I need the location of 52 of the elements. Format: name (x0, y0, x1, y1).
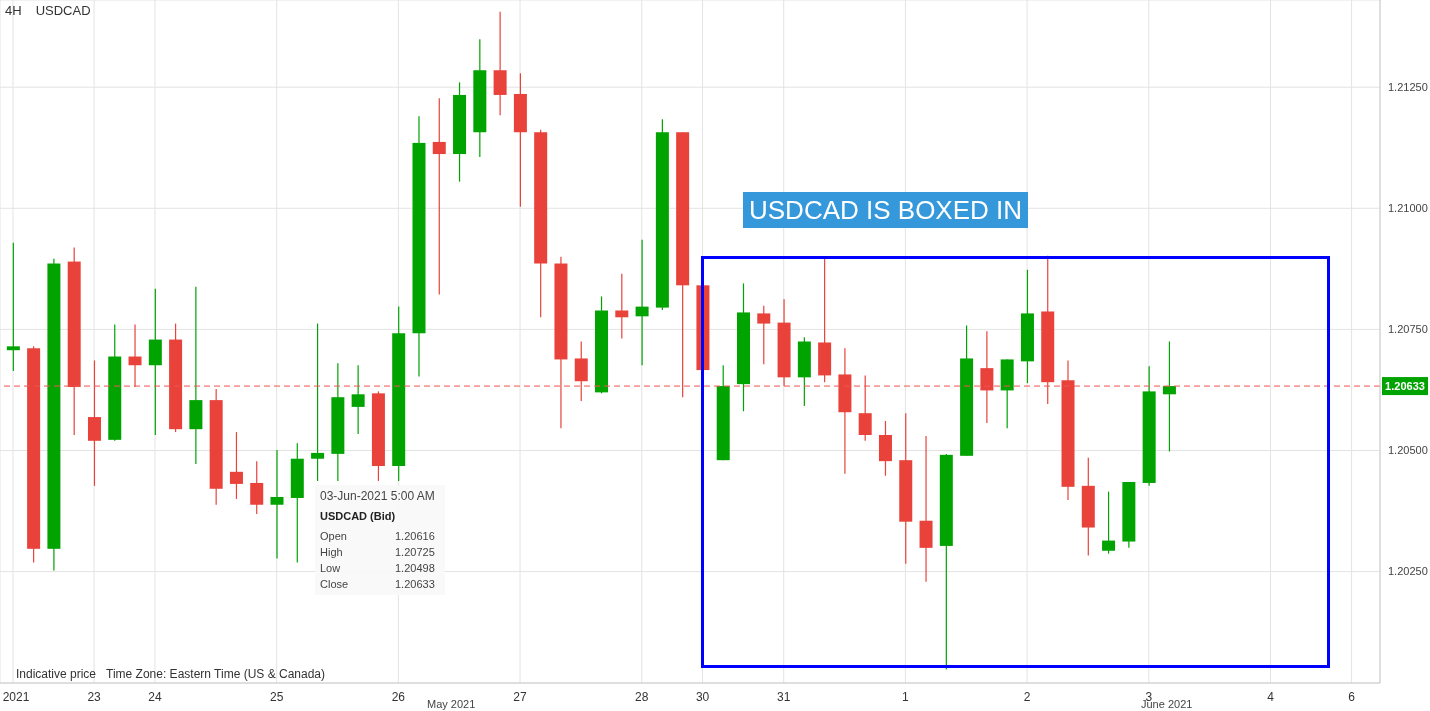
y-tick-label: 1.21250 (1388, 81, 1428, 94)
x-tick-label: 26 (391, 690, 406, 704)
y-tick-label: 1.20750 (1388, 323, 1428, 336)
annotation: 03-Jun-2021 5:00 AM (320, 489, 435, 503)
x-tick-label: 4 (1267, 690, 1275, 704)
candlestick (858, 374, 872, 442)
candlestick (635, 239, 649, 366)
chart-title: USDCAD (35, 3, 91, 18)
x-tick-label: 31 (777, 690, 791, 704)
candlestick (6, 242, 20, 372)
text: May 2021 (427, 698, 476, 710)
annotation: High (320, 546, 343, 558)
annotation: 1.20498 (395, 562, 435, 574)
candlestick (757, 305, 771, 365)
x-tick-label: 1 (902, 690, 910, 704)
y-tick-label: 1.20250 (1388, 565, 1428, 578)
candlestick (87, 359, 101, 487)
y-tick-label: 1.21000 (1388, 202, 1428, 215)
ref-line-label: 1.20633 (1385, 380, 1425, 393)
x-tick-label: 25 (269, 690, 284, 704)
annotation: Open (320, 530, 347, 542)
candlestick (270, 449, 284, 560)
candlestick (574, 340, 588, 402)
annotation: 1.20725 (395, 546, 435, 558)
annotation: 1.20616 (395, 530, 435, 542)
x-tick-label: 6 (1348, 690, 1356, 704)
y-tick-label: 1.20500 (1388, 444, 1428, 457)
candlestick (229, 431, 243, 500)
candlestick (128, 323, 142, 388)
chart-subtitle: 4H (5, 3, 22, 18)
annotation: 1.20633 (395, 578, 435, 590)
x-tick-label: 23 (87, 690, 102, 704)
annotation: Indicative price (16, 667, 97, 681)
candlestick (1102, 491, 1116, 555)
annotation: USDCAD (Bid) (320, 510, 396, 522)
x-tick-label: 2 (1023, 690, 1031, 704)
annotation: Close (320, 578, 349, 590)
x-tick-label: 28 (635, 690, 649, 704)
candlestick (1162, 340, 1176, 453)
x-tick-label: 24 (148, 690, 162, 704)
annotation: USDCAD IS BOXED IN (743, 192, 1029, 228)
x-tick-label: 27 (513, 690, 528, 704)
candlestick (250, 460, 264, 515)
candlestick (980, 330, 994, 424)
x-tick-label: 30 (695, 690, 710, 704)
candlestick (311, 322, 325, 482)
x-tick-label: 2021 (2, 690, 30, 704)
annotation: Low (320, 562, 341, 574)
candlestick (615, 273, 629, 340)
annotation: Time Zone: Eastern Time (US & Canada) (106, 667, 326, 681)
candlestick (351, 364, 365, 435)
candlestick (432, 97, 446, 296)
